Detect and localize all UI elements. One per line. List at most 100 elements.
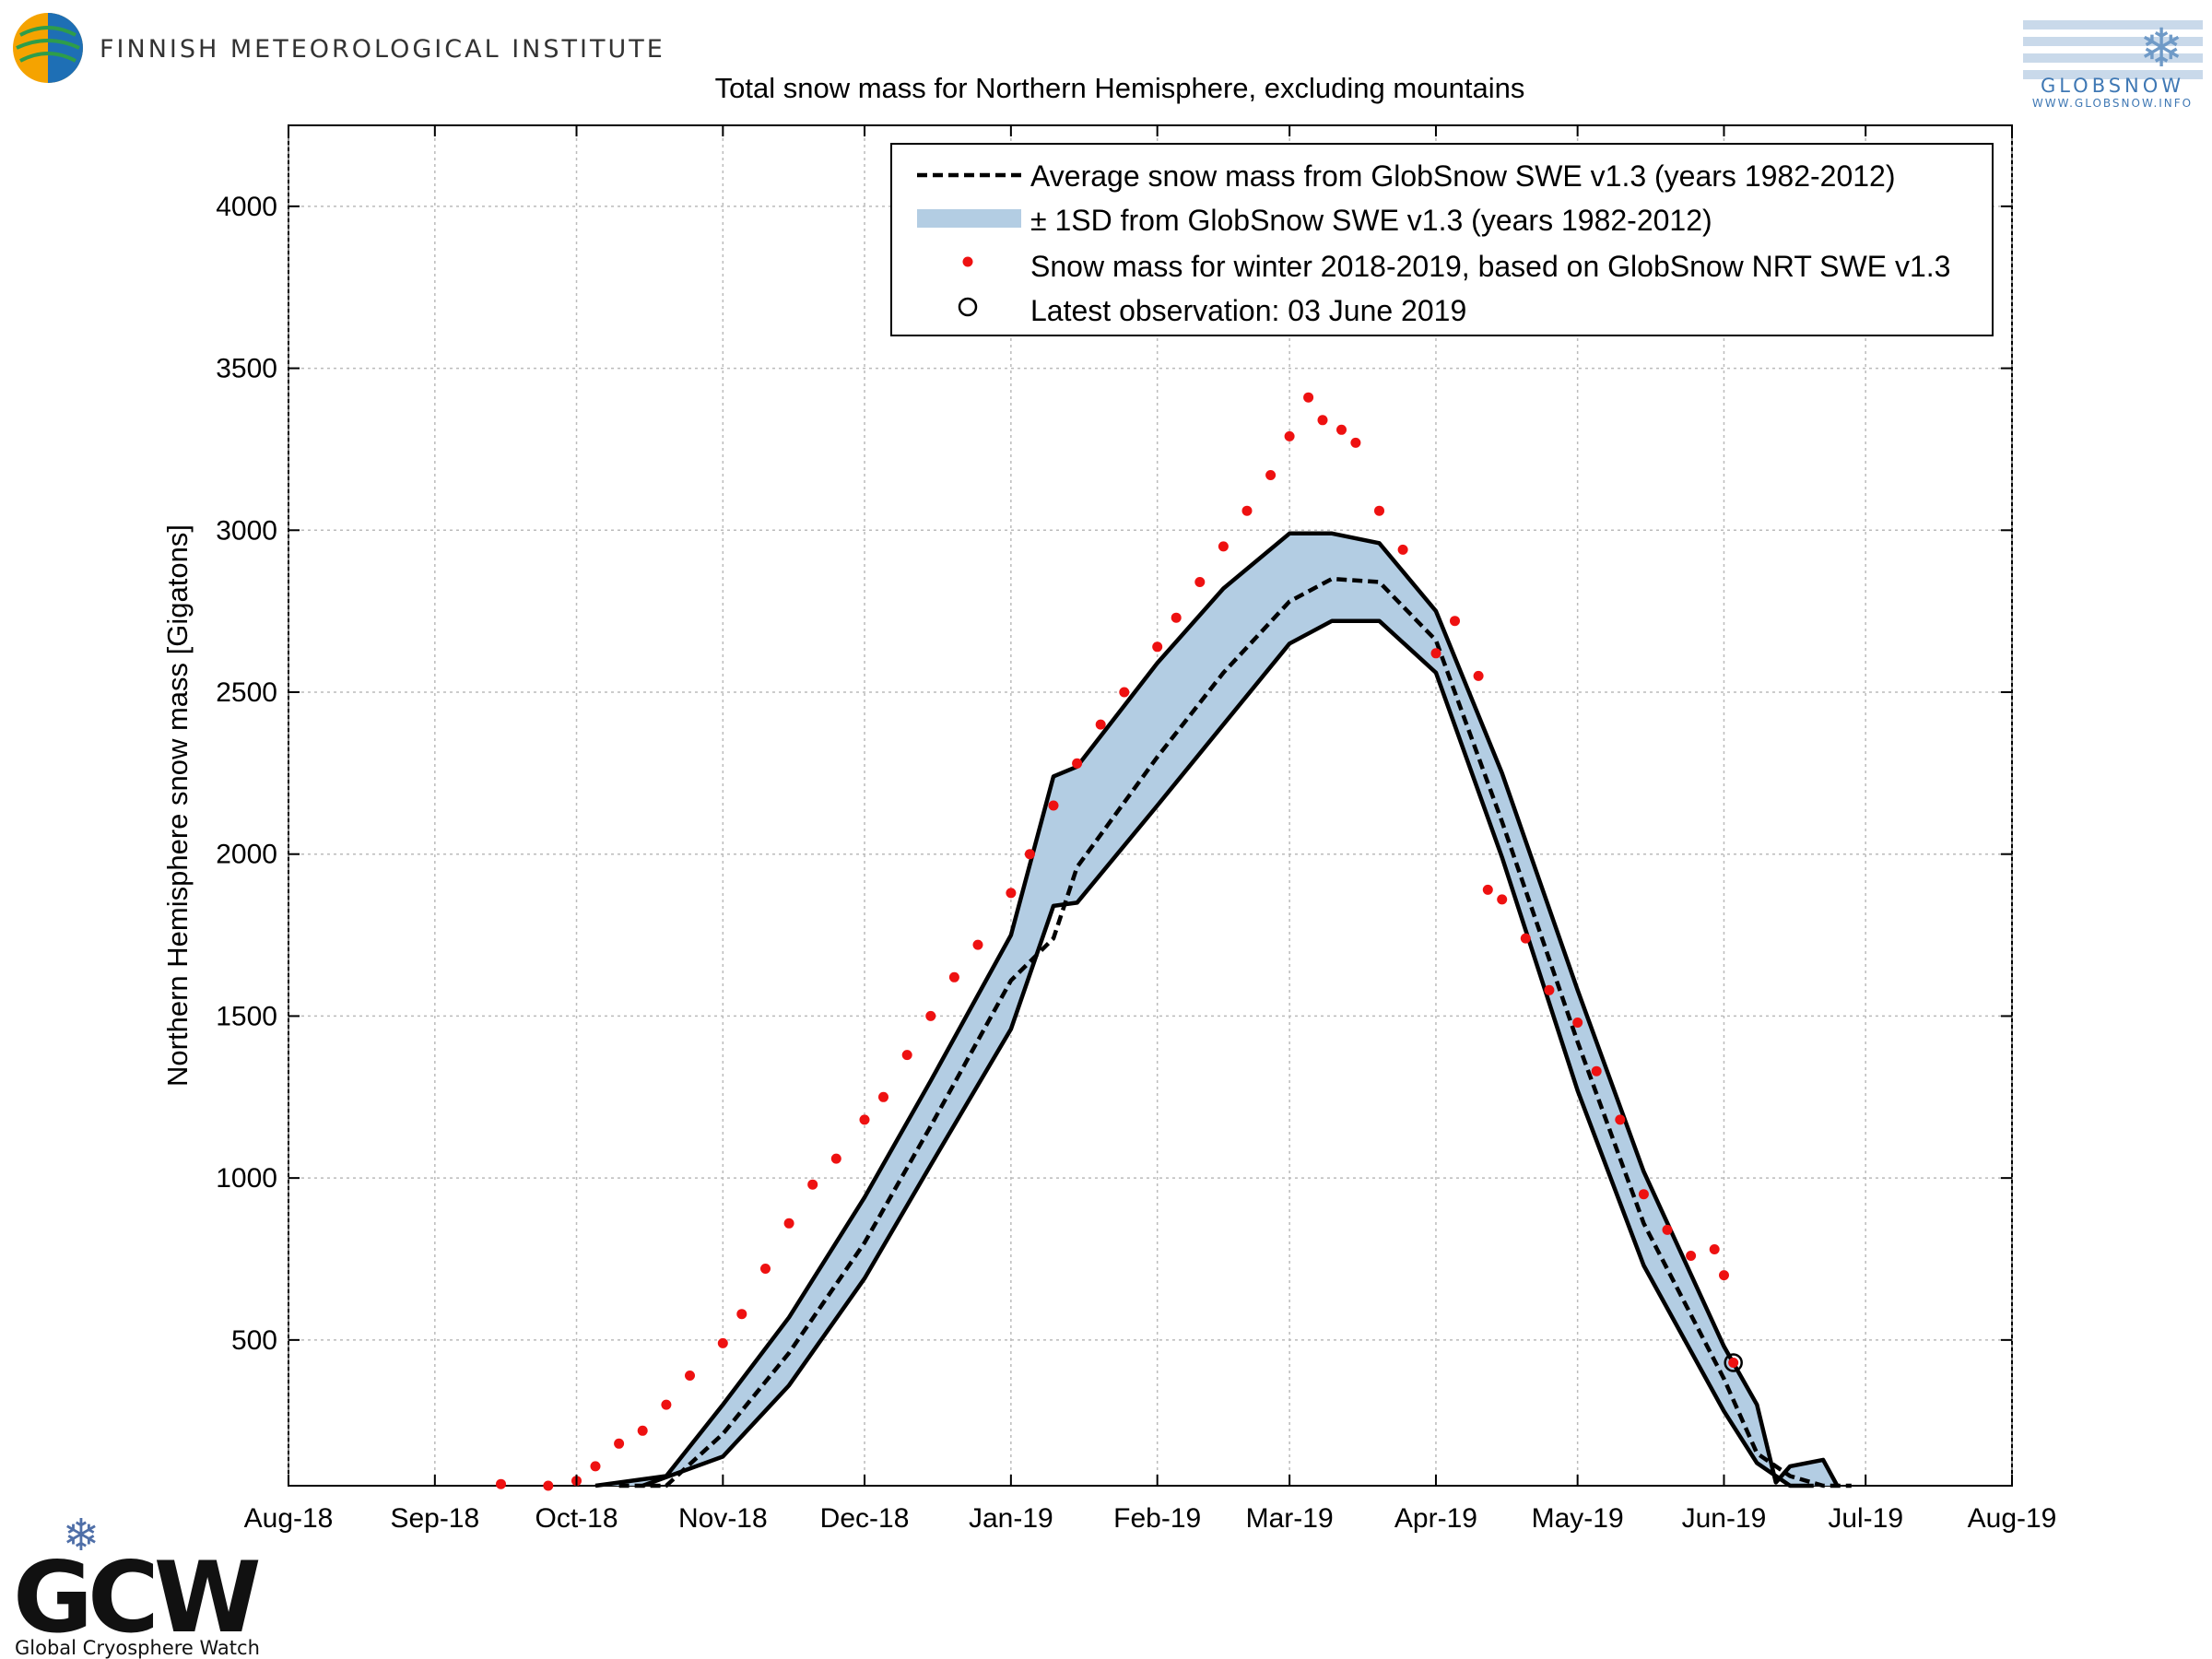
globsnow-stripe	[2023, 20, 2203, 29]
x-tick-label: Mar-19	[1246, 1503, 1334, 1534]
observation-point	[1591, 1065, 1602, 1077]
y-tick-label: 3500	[216, 354, 277, 384]
observation-point	[830, 1153, 841, 1164]
observation-point	[1095, 719, 1106, 730]
average-line-layer	[618, 576, 1852, 1488]
observation-point	[878, 1091, 888, 1102]
legend-label-observations: Snow mass for winter 2018-2019, based on…	[1030, 250, 1950, 283]
observation-point	[1473, 670, 1484, 681]
snowflake-icon: ❄	[63, 1510, 100, 1561]
observation-point	[661, 1399, 672, 1410]
observation-point	[1317, 415, 1328, 426]
fmi-institute-name: FINNISH METEOROLOGICAL INSTITUTE	[100, 35, 665, 64]
observation-point	[1265, 470, 1277, 480]
observation-dots-layer	[496, 392, 1743, 1491]
observation-point	[1544, 984, 1555, 995]
observation-point	[1284, 430, 1295, 441]
x-tick-label: Jul-19	[1828, 1503, 1903, 1534]
globsnow-wordmark: GLOBSNOW	[2041, 75, 2184, 97]
observation-point	[614, 1438, 625, 1449]
axis-ticks-layer: Aug-18 Sep-18 Oct-18 Nov-18 Dec-18 Jan-19 Feb-…	[216, 125, 2056, 1534]
x-tick-label: Aug-19	[1968, 1503, 2057, 1534]
gcw-logo: ❄ GCW Global Cryosphere Watch	[13, 1510, 265, 1659]
globsnow-stripe	[2023, 53, 2203, 63]
observation-point	[1719, 1270, 1729, 1281]
legend-swatch-sd-band	[917, 209, 1021, 228]
x-tick-label: Jan-19	[969, 1503, 1053, 1534]
x-tick-label: Oct-18	[535, 1503, 618, 1534]
sd-band-layer	[594, 531, 1840, 1488]
x-tick-label: Nov-18	[678, 1503, 768, 1534]
chart-legend: Average snow mass from GlobSnow SWE v1.3…	[890, 143, 1994, 336]
observation-point	[1350, 437, 1361, 448]
observation-point	[972, 939, 983, 950]
observation-point	[1072, 758, 1083, 769]
observation-point	[496, 1478, 506, 1489]
observation-point	[901, 1050, 912, 1061]
fmi-logo: FINNISH METEOROLOGICAL INSTITUTE	[13, 13, 665, 83]
y-tick-label: 2500	[216, 677, 277, 708]
observation-point	[1006, 888, 1017, 899]
observation-point	[1241, 505, 1253, 516]
fmi-logo-half	[48, 13, 83, 83]
x-tick-label: Apr-19	[1394, 1503, 1477, 1534]
observation-point	[543, 1480, 554, 1491]
observation-point	[1194, 577, 1206, 587]
observation-point	[925, 1010, 936, 1021]
observation-point	[717, 1337, 728, 1348]
y-tick-label: 4000	[216, 192, 277, 222]
y-tick-label: 1500	[216, 1001, 277, 1031]
y-tick-label: 1000	[216, 1163, 277, 1194]
globsnow-stripe	[2023, 37, 2203, 46]
observation-point	[1048, 800, 1059, 811]
globsnow-url: WWW.GLOBSNOW.INFO	[2032, 97, 2193, 110]
latest-observation-marker	[1724, 1353, 1743, 1372]
observation-point	[1024, 849, 1035, 860]
chart-title: Total snow mass for Northern Hemisphere,…	[715, 72, 1525, 104]
x-tick-label: Sep-18	[390, 1503, 479, 1534]
legend-label-sd-band: ± 1SD from GlobSnow SWE v1.3 (years 1982…	[1030, 204, 1712, 237]
globsnow-stripe	[2023, 70, 2203, 79]
observation-point	[1728, 1358, 1739, 1368]
gcw-wordmark: GCW	[13, 1541, 259, 1654]
x-tick-label: Feb-19	[1113, 1503, 1201, 1534]
observation-point	[1686, 1251, 1697, 1261]
observation-point	[1374, 505, 1384, 516]
legend-box	[890, 143, 1994, 336]
fmi-logo-waves	[16, 26, 80, 63]
legend-label-latest: Latest observation: 03 June 2019	[1030, 294, 1466, 327]
observation-point	[590, 1461, 601, 1472]
observation-point	[948, 971, 959, 982]
snowflake-icon: ❄	[2139, 17, 2184, 79]
observation-point	[1482, 884, 1493, 895]
gcw-caption: Global Cryosphere Watch	[15, 1637, 260, 1659]
y-tick-label: 2000	[216, 840, 277, 870]
observation-point	[1638, 1189, 1649, 1200]
average-snow-mass-line	[618, 576, 1852, 1488]
observation-point	[1520, 933, 1531, 944]
observation-point	[1430, 648, 1441, 659]
sd-band-upper-line	[594, 531, 1840, 1488]
globsnow-logo: ❄ GLOBSNOW WWW.GLOBSNOW.INFO	[2023, 17, 2203, 110]
observation-point	[1218, 541, 1229, 552]
legend-swatch-observations	[962, 256, 973, 267]
observation-point	[1303, 392, 1314, 403]
observation-point	[1152, 641, 1163, 653]
observation-point	[637, 1425, 648, 1436]
x-tick-label: May-19	[1532, 1503, 1624, 1534]
observation-point	[783, 1218, 794, 1229]
x-tick-label: Dec-18	[820, 1503, 910, 1534]
observation-point	[1709, 1244, 1720, 1254]
legend-label-average: Average snow mass from GlobSnow SWE v1.3…	[1030, 159, 1896, 193]
sd-band-lower-line	[641, 618, 1814, 1488]
observation-point	[1119, 687, 1130, 698]
y-tick-label: 3000	[216, 515, 277, 546]
observation-point	[1615, 1114, 1626, 1125]
x-tick-label: Aug-18	[244, 1503, 334, 1534]
legend-swatch-latest	[958, 297, 978, 317]
y-axis-label: Northern Hemisphere snow mass [Gigatons]	[161, 524, 194, 1087]
observation-point	[760, 1264, 771, 1274]
observation-point	[1450, 616, 1460, 627]
observation-point	[859, 1114, 870, 1125]
